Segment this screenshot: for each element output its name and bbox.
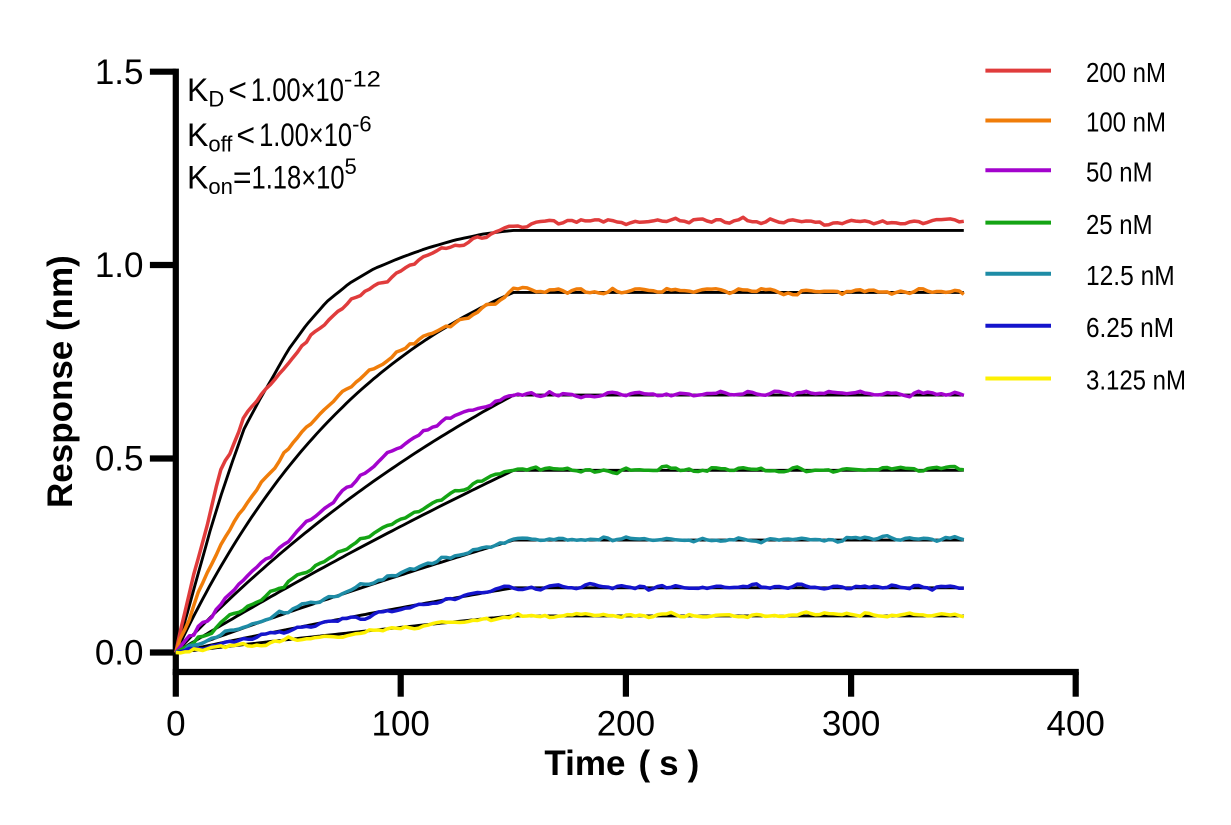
- svg-text:100: 100: [371, 704, 429, 743]
- svg-text:1.0: 1.0: [95, 246, 144, 285]
- svg-text:0.5: 0.5: [95, 440, 144, 479]
- svg-text:Koff<1.00×10-6: Koff <1.00×10-6: [187, 111, 372, 156]
- svg-text:Time(s): Time(s): [544, 744, 699, 783]
- svg-text:25 nM: 25 nM: [1086, 209, 1153, 240]
- svg-text:100 nM: 100 nM: [1086, 107, 1166, 138]
- svg-text:Kon=1.18×105: Kon=1.18×105: [187, 154, 357, 199]
- svg-text:400: 400: [1046, 704, 1104, 743]
- svg-text:6.25 nM: 6.25 nM: [1086, 312, 1174, 343]
- svg-text:300: 300: [822, 704, 880, 743]
- svg-text:50 nM: 50 nM: [1086, 157, 1153, 188]
- svg-text:0: 0: [166, 704, 185, 743]
- svg-text:Response (nm): Response (nm): [41, 255, 80, 508]
- svg-text:12.5 nM: 12.5 nM: [1086, 260, 1175, 291]
- svg-text:1.5: 1.5: [95, 53, 144, 92]
- svg-text:0.0: 0.0: [95, 634, 144, 673]
- svg-text:200 nM: 200 nM: [1086, 57, 1166, 88]
- svg-text:3.125 nM: 3.125 nM: [1086, 365, 1186, 396]
- svg-text:200: 200: [597, 704, 655, 743]
